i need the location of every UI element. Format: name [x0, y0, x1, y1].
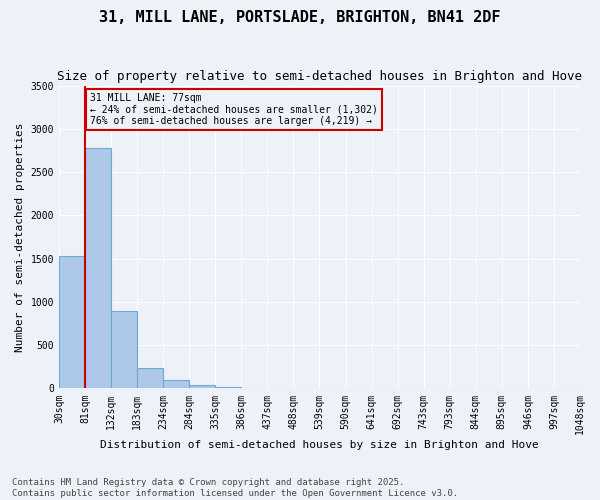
Text: 31, MILL LANE, PORTSLADE, BRIGHTON, BN41 2DF: 31, MILL LANE, PORTSLADE, BRIGHTON, BN41… [99, 10, 501, 25]
Bar [85, 148, 111, 388]
X-axis label: Distribution of semi-detached houses by size in Brighton and Hove: Distribution of semi-detached houses by … [100, 440, 539, 450]
Bar [59, 256, 85, 388]
Bar [137, 368, 163, 388]
Text: 31 MILL LANE: 77sqm
← 24% of semi-detached houses are smaller (1,302)
76% of sem: 31 MILL LANE: 77sqm ← 24% of semi-detach… [90, 93, 378, 126]
Bar [111, 310, 137, 388]
Bar [189, 385, 215, 388]
Title: Size of property relative to semi-detached houses in Brighton and Hove: Size of property relative to semi-detach… [57, 70, 582, 83]
Bar [163, 380, 189, 388]
Y-axis label: Number of semi-detached properties: Number of semi-detached properties [15, 122, 25, 352]
Text: Contains HM Land Registry data © Crown copyright and database right 2025.
Contai: Contains HM Land Registry data © Crown c… [12, 478, 458, 498]
Bar [215, 387, 241, 388]
